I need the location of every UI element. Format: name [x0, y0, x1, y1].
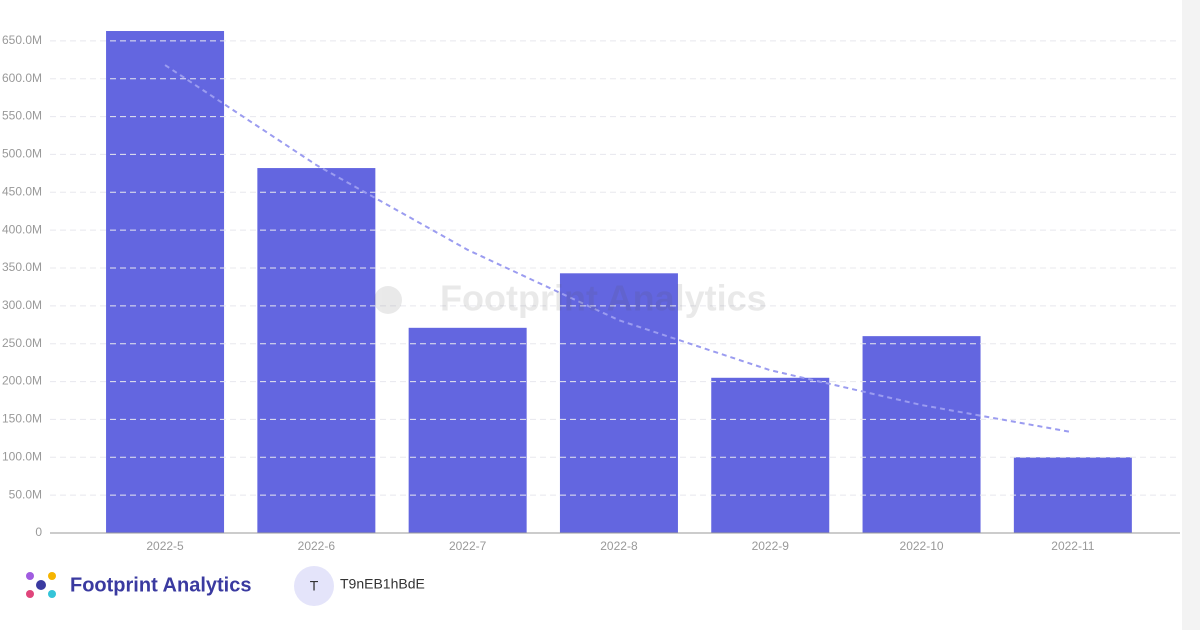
- y-tick-label: 150.0M: [2, 412, 42, 426]
- y-tick-label: 0: [35, 525, 42, 539]
- y-tick-label: 50.0M: [9, 487, 42, 501]
- y-tick-label: 650.0M: [2, 33, 42, 47]
- y-tick-label: 100.0M: [2, 449, 42, 463]
- y-tick-label: 350.0M: [2, 260, 42, 274]
- bar: [862, 336, 981, 533]
- username[interactable]: T9nEB1hBdE: [340, 576, 425, 592]
- bar: [257, 168, 376, 534]
- watermark: Footprint Analytics: [374, 278, 767, 319]
- x-tick-label: 2022-8: [600, 539, 638, 553]
- x-tick-label: 2022-7: [449, 539, 487, 553]
- bar: [711, 377, 830, 533]
- x-tick-label: 2022-10: [900, 539, 944, 553]
- brand: Footprint Analytics: [70, 574, 251, 596]
- watermark-text: Footprint Analytics: [440, 278, 767, 319]
- x-tick-label: 2022-5: [146, 539, 184, 553]
- y-tick-label: 400.0M: [2, 222, 42, 236]
- y-tick-label: 450.0M: [2, 184, 42, 198]
- bar: [408, 327, 527, 533]
- x-tick-label: 2022-6: [298, 539, 336, 553]
- y-tick-label: 300.0M: [2, 298, 42, 312]
- x-tick-label: 2022-9: [752, 539, 790, 553]
- bar: [106, 31, 225, 534]
- y-tick-label: 500.0M: [2, 147, 42, 161]
- y-tick-label: 550.0M: [2, 109, 42, 123]
- bar: [559, 273, 678, 533]
- footer: Footprint Analytics T T9nEB1hBdE: [26, 566, 425, 606]
- y-tick-label: 600.0M: [2, 71, 42, 85]
- scrollbar: [1182, 0, 1200, 630]
- avatar: T: [310, 578, 319, 594]
- trend-line: [164, 64, 1074, 434]
- y-tick-label: 200.0M: [2, 374, 42, 388]
- x-tick-label: 2022-11: [1051, 539, 1094, 553]
- y-tick-label: 250.0M: [2, 336, 42, 350]
